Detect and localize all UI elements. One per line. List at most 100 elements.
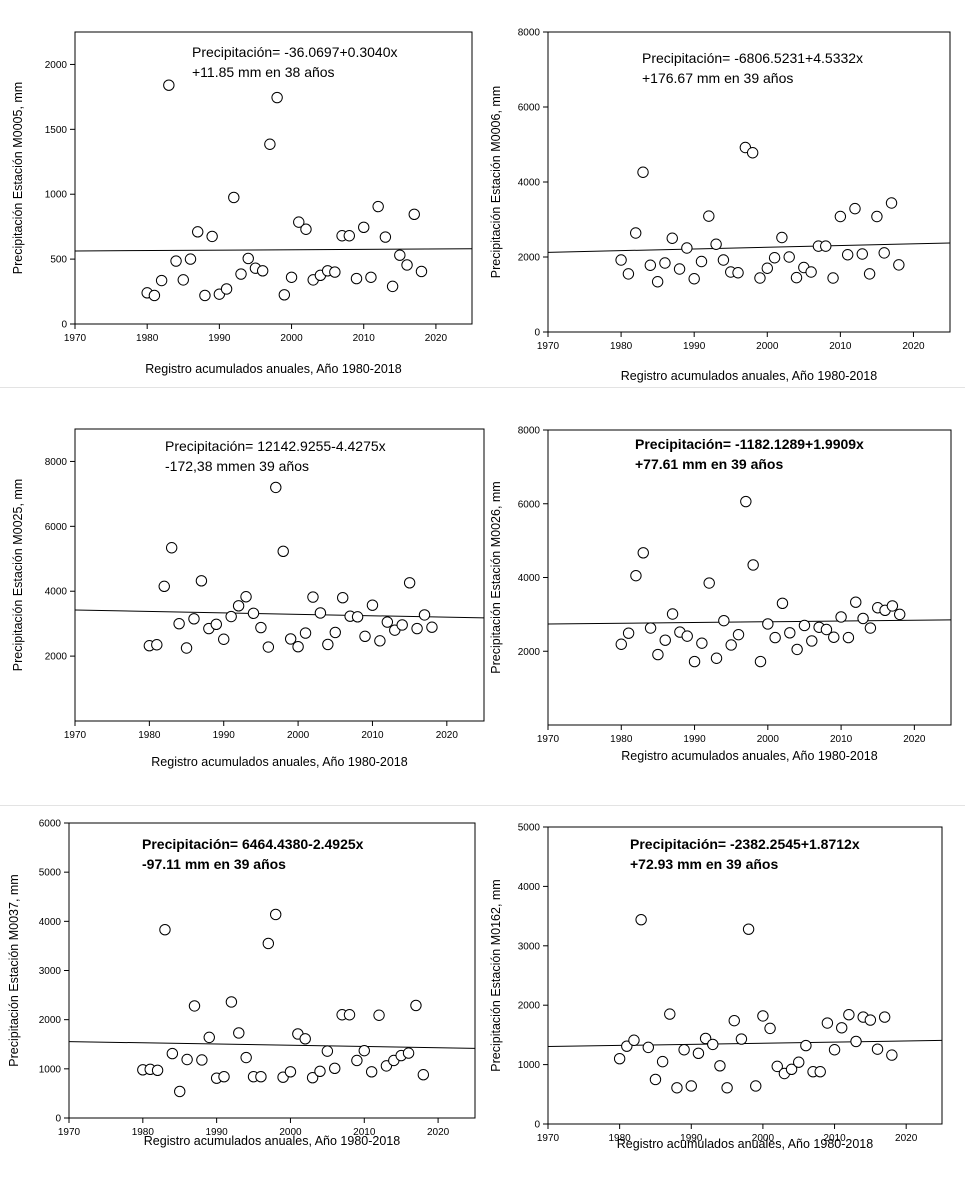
data-point (644, 259, 657, 271)
chart-panel-m0162: 1970 1980 1990 2000 2010 2020 0 1000 2000 3000 400… (482, 807, 965, 1192)
data-point (151, 639, 163, 651)
data-point (863, 268, 876, 280)
data-point (762, 618, 774, 630)
x-tick-label: 2020 (436, 730, 459, 741)
x-tick-label: 1980 (132, 1127, 155, 1138)
x-tick-label: 1990 (683, 734, 706, 745)
chart-svg: 1970 1980 1990 2000 2010 2020 0 2000 4000 6000 800… (489, 28, 951, 383)
data-point (768, 252, 781, 264)
chart-svg: 1970 1980 1990 2000 2010 2020 2000 4000 6000 8000… (11, 428, 485, 769)
data-point (622, 268, 635, 280)
data-point (821, 1017, 834, 1029)
data-point (666, 608, 679, 620)
x-tick-label: 2010 (830, 734, 853, 745)
data-point (714, 1060, 726, 1072)
y-tick-label: 2000 (518, 1001, 541, 1012)
data-point (707, 1038, 719, 1051)
data-point (358, 1044, 370, 1057)
data-point (656, 1055, 669, 1068)
data-point (173, 617, 185, 630)
y-tick-label: 4000 (518, 573, 541, 584)
x-tick-label: 2010 (823, 1133, 846, 1144)
data-point (703, 577, 715, 589)
chart-svg: 1970 1980 1990 2000 2010 2020 2000 4000 6000 8000… (489, 426, 952, 763)
x-tick-label: 2020 (902, 341, 925, 352)
x-tick-label: 1980 (136, 333, 159, 344)
y-tick-label: 6000 (518, 499, 541, 510)
y-tick-label: 2000 (518, 647, 541, 658)
x-tick-label: 1970 (64, 333, 87, 344)
data-point (155, 274, 168, 287)
data-point (240, 1051, 252, 1064)
data-point (255, 621, 267, 634)
data-point (747, 559, 759, 571)
data-point (329, 1062, 341, 1075)
data-point (857, 612, 869, 625)
x-axis-title: Registro acumulados anuales, Año 1980-20… (617, 1137, 873, 1151)
data-point (800, 1039, 812, 1052)
data-point (820, 240, 832, 252)
data-point (270, 481, 282, 494)
equation-line-1: Precipitación= -36.0697+0.3040x (192, 44, 397, 60)
data-point (181, 1053, 193, 1066)
data-point (240, 591, 252, 603)
data-point (242, 252, 254, 265)
data-point (293, 216, 305, 228)
data-point (403, 577, 416, 589)
data-point (718, 614, 730, 627)
data-point (292, 641, 304, 653)
x-axis-title: Registro acumulados anuales, Año 1980-20… (144, 1134, 400, 1148)
data-point (635, 913, 647, 926)
data-point (652, 648, 664, 661)
data-point (381, 616, 394, 628)
data-point (372, 200, 384, 213)
y-tick-label: 8000 (518, 28, 541, 39)
y-tick-label: 2000 (45, 60, 68, 71)
x-tick-label: 2020 (903, 734, 926, 745)
x-tick-label: 2020 (425, 333, 448, 344)
data-point (374, 635, 386, 647)
y-axis-title: Precipitación Estación M0006, mm (489, 86, 503, 278)
data-point (628, 1034, 640, 1046)
y-tick-label: 5000 (518, 823, 541, 834)
y-tick-label: 1500 (45, 125, 68, 136)
data-point (299, 1033, 311, 1045)
data-point (785, 1063, 798, 1076)
data-point (225, 996, 238, 1008)
trend-line (74, 609, 485, 619)
y-tick-label: 4000 (39, 917, 62, 928)
data-point (337, 592, 349, 604)
x-tick-label: 2010 (353, 1127, 376, 1138)
x-tick-label: 1980 (609, 1133, 632, 1144)
data-point (671, 1082, 683, 1094)
data-point (418, 609, 431, 621)
data-point (721, 1082, 733, 1094)
x-tick-label: 2000 (280, 333, 303, 344)
data-point (841, 249, 854, 261)
data-point (742, 923, 755, 935)
chart-panel-m0026: 1970 1980 1990 2000 2010 2020 2000 4000 6000 8000… (482, 389, 965, 803)
data-point (710, 652, 723, 664)
data-point (835, 611, 847, 623)
data-point (886, 600, 899, 612)
x-axis-title: Registro acumulados anuales, Año 1980-20… (621, 369, 877, 383)
data-point (746, 147, 759, 159)
data-point (764, 1022, 776, 1035)
data-point (365, 271, 377, 283)
data-point (784, 627, 796, 639)
data-point (358, 221, 370, 234)
equation-line-1: Precipitación= -2382.2545+1.8712x (630, 836, 860, 852)
data-point (754, 655, 767, 668)
data-point (386, 280, 399, 293)
x-tick-label: 1970 (537, 734, 560, 745)
equation-line-1: Precipitación= 6464.4380-2.4925x (142, 836, 364, 852)
x-tick-label: 1980 (610, 734, 633, 745)
data-point (681, 242, 693, 254)
data-point (151, 1064, 164, 1077)
data-point (842, 631, 855, 644)
data-point (343, 1009, 356, 1021)
data-point (180, 642, 193, 654)
data-point (757, 1010, 769, 1022)
x-tick-label: 2000 (756, 341, 779, 352)
data-point (256, 265, 269, 277)
